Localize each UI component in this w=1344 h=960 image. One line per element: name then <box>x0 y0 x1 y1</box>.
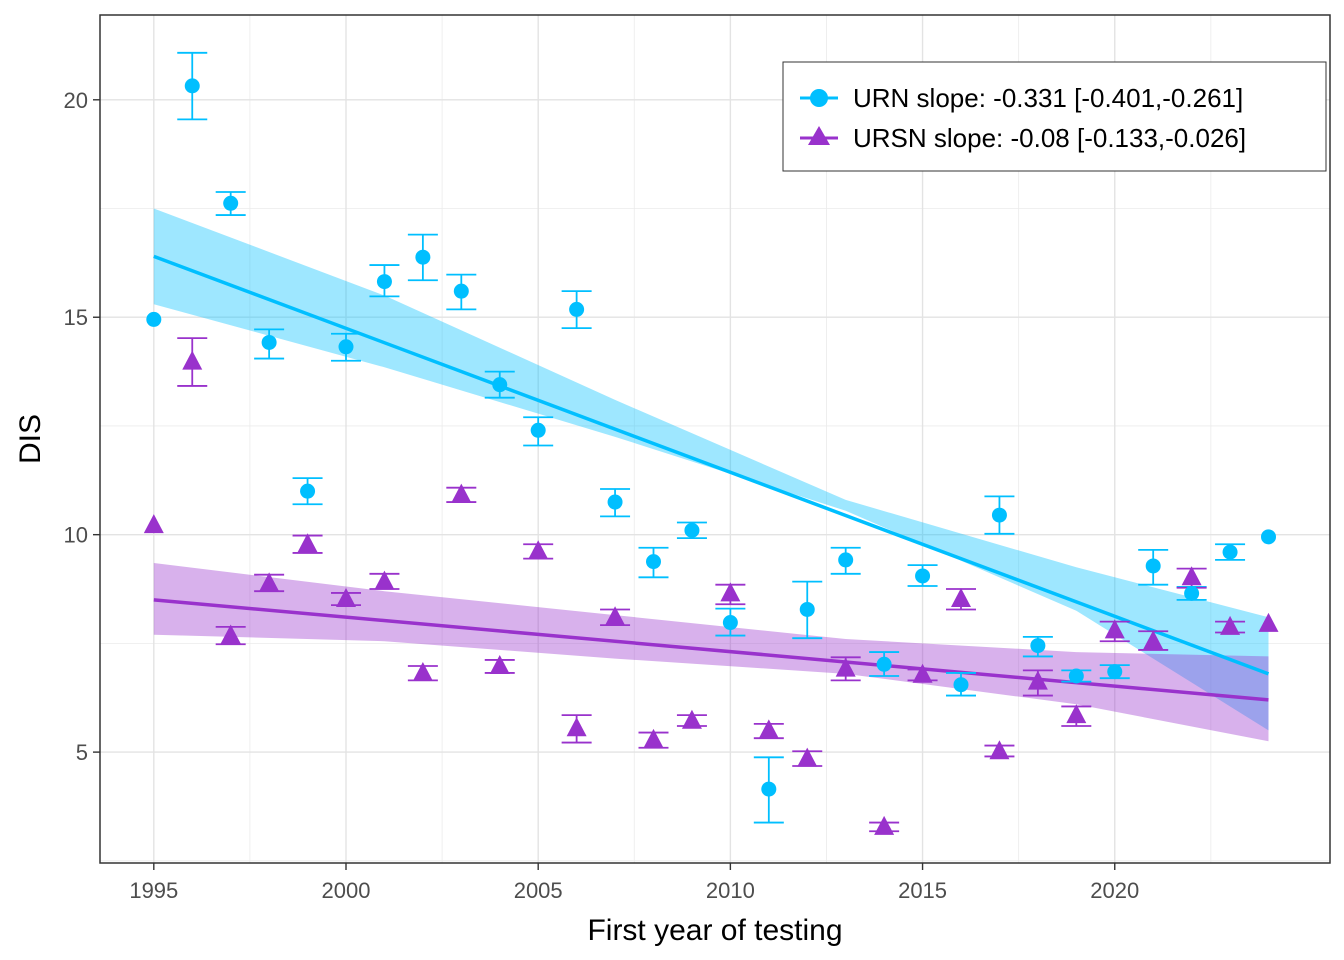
fit-lines <box>153 254 1270 702</box>
data-point-urn <box>915 568 931 584</box>
legend-item-ursn: URSN slope: -0.08 [-0.133,-0.026] <box>800 123 1246 153</box>
data-point-ursn <box>835 657 856 677</box>
y-tick-label: 5 <box>76 740 88 765</box>
data-point-urn <box>991 507 1007 523</box>
data-point-urn <box>838 552 854 568</box>
data-point-urn <box>338 339 354 355</box>
y-tick-label: 20 <box>64 88 88 113</box>
data-point-ursn <box>412 661 433 681</box>
data-point-ursn <box>451 483 472 503</box>
x-axis: 1995 2000 2005 2010 2015 2020 <box>129 863 1139 903</box>
data-point-urn <box>876 656 892 672</box>
data-point-ursn <box>1181 566 1202 586</box>
data-point-ursn <box>951 588 971 608</box>
grid-minor <box>100 15 1330 863</box>
data-point-ursn <box>489 655 510 675</box>
x-tick-label: 2010 <box>706 878 755 903</box>
y-axis: 5 10 15 20 <box>64 88 100 765</box>
data-point-urn <box>415 249 431 265</box>
data-point-ursn <box>182 350 203 370</box>
x-tick-label: 2020 <box>1090 878 1139 903</box>
x-tick-label: 2000 <box>322 878 371 903</box>
data-point-urn <box>376 274 392 290</box>
legend-item-urn: URN slope: -0.331 [-0.401,-0.261] <box>800 83 1243 113</box>
data-point-ursn <box>912 663 933 683</box>
fit-line-urn <box>153 254 1270 676</box>
legend-box <box>782 61 1327 172</box>
data-point-ursn <box>720 582 741 602</box>
data-points <box>143 78 1279 835</box>
data-point-ursn <box>297 533 318 553</box>
data-point-urn <box>722 615 738 631</box>
data-point-urn <box>261 334 277 350</box>
data-point-urn <box>492 377 508 393</box>
confidence-bands <box>153 208 1269 742</box>
data-point-urn <box>1222 544 1238 560</box>
data-point-urn <box>684 522 700 538</box>
legend: URN slope: -0.331 [-0.401,-0.261] URSN s… <box>782 61 1327 172</box>
data-point-ursn <box>758 719 779 739</box>
data-point-ursn <box>1220 615 1241 635</box>
data-point-urn <box>1030 638 1046 654</box>
confidence-band-ursn <box>153 562 1269 742</box>
data-point-urn <box>530 422 546 438</box>
legend-label-ursn: URSN slope: -0.08 [-0.133,-0.026] <box>853 123 1246 153</box>
data-point-urn <box>223 195 239 211</box>
data-point-ursn <box>566 717 587 737</box>
data-point-urn <box>761 781 777 797</box>
data-point-ursn <box>1104 619 1125 639</box>
legend-key-triangle-icon <box>808 126 830 145</box>
data-point-ursn <box>1258 612 1279 632</box>
data-point-urn <box>569 301 585 317</box>
x-axis-title: First year of testing <box>587 914 842 947</box>
data-point-ursn <box>528 540 549 560</box>
data-point-urn <box>184 78 200 94</box>
data-point-ursn <box>336 588 356 608</box>
data-point-ursn <box>143 514 164 534</box>
data-point-urn <box>1068 668 1084 684</box>
y-tick-label: 15 <box>64 305 88 330</box>
legend-label-urn: URN slope: -0.331 [-0.401,-0.261] <box>853 83 1243 113</box>
data-point-urn <box>646 554 661 570</box>
data-point-ursn <box>643 728 664 748</box>
y-axis-title: DIS <box>14 414 47 464</box>
data-point-ursn <box>1027 670 1048 690</box>
data-point-urn <box>1184 585 1200 601</box>
data-point-urn <box>1145 558 1161 574</box>
fit-line-ursn <box>153 598 1269 702</box>
data-point-urn <box>799 601 815 617</box>
data-point-ursn <box>220 624 241 644</box>
data-point-ursn <box>605 606 626 626</box>
data-point-urn <box>607 494 623 510</box>
data-point-ursn <box>1066 704 1087 724</box>
data-point-ursn <box>681 709 702 729</box>
y-tick-label: 10 <box>64 523 88 548</box>
data-point-urn <box>453 283 469 299</box>
data-point-ursn <box>797 747 818 767</box>
data-point-urn <box>300 483 316 499</box>
legend-key-circle-icon <box>810 89 828 107</box>
x-tick-label: 1995 <box>129 878 178 903</box>
data-point-ursn <box>374 570 395 590</box>
plot-panel-border <box>99 14 1331 864</box>
x-tick-label: 2015 <box>898 878 947 903</box>
x-tick-label: 2005 <box>514 878 563 903</box>
data-point-ursn <box>1143 630 1164 650</box>
data-point-urn <box>1261 529 1276 545</box>
confidence-band-urn <box>153 208 1269 731</box>
data-point-ursn <box>874 815 895 835</box>
data-point-urn <box>953 677 969 693</box>
data-point-urn <box>1107 664 1123 680</box>
data-point-ursn <box>989 740 1010 760</box>
data-point-ursn <box>259 572 280 592</box>
data-point-urn <box>146 311 162 327</box>
